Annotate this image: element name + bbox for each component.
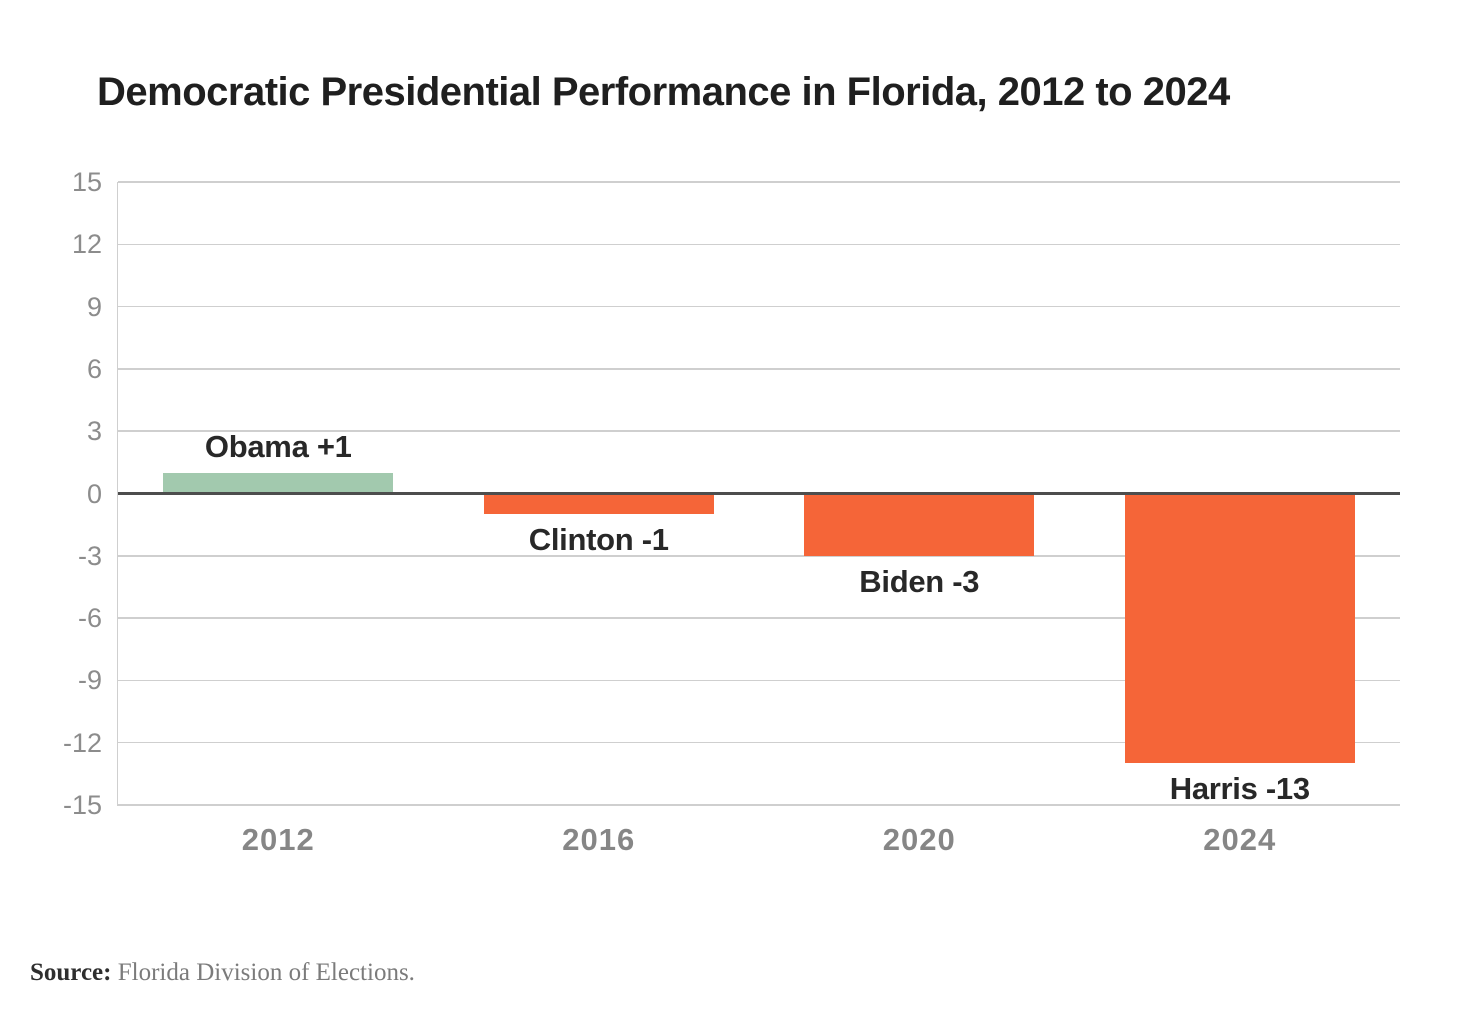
y-tick-label: 3 — [86, 416, 102, 447]
bar-chart: 15 12 9 6 3 0 -3 -6 -9 -12 -15 Obama +1 2012 Clinton … — [63, 167, 1400, 857]
y-tick-label: 15 — [71, 167, 102, 197]
bar-value-label: Obama +1 — [204, 428, 352, 464]
gridline — [118, 430, 1400, 432]
y-tick-label: -15 — [62, 790, 102, 820]
gridline — [118, 181, 1400, 183]
source-text: Florida Division of Elections. — [111, 959, 415, 986]
y-tick-label: -9 — [77, 665, 102, 696]
gridline — [118, 617, 1400, 619]
y-tick-label: 12 — [71, 229, 102, 260]
gridline — [118, 679, 1400, 682]
bar-value-label: Clinton -1 — [528, 522, 669, 558]
bar-value-label: Biden -3 — [859, 563, 980, 599]
y-tick-label: -12 — [62, 727, 102, 758]
bar — [483, 492, 714, 515]
y-tick-label: 9 — [86, 291, 102, 322]
gridline — [118, 741, 1400, 744]
x-tick-label: 2012 — [241, 822, 315, 857]
bar-value-label: Harris -13 — [1169, 771, 1310, 807]
y-tick-label: 0 — [86, 478, 102, 509]
y-axis-line — [116, 182, 118, 806]
y-tick-label: -3 — [77, 540, 102, 571]
x-tick-label: 2020 — [882, 822, 956, 857]
gridline — [118, 804, 1400, 806]
gridline — [118, 243, 1400, 246]
gridline — [118, 305, 1400, 308]
source-label: Source: — [30, 959, 112, 986]
x-tick-label: 2024 — [1203, 822, 1277, 857]
gridline — [118, 555, 1400, 557]
bar — [163, 472, 394, 494]
bar — [804, 492, 1035, 556]
source-note: Source: Florida Division of Elections. — [30, 959, 415, 987]
bar — [1124, 492, 1355, 764]
gridline — [118, 368, 1400, 370]
x-tick-label: 2016 — [562, 822, 636, 857]
y-tick-label: 6 — [86, 353, 102, 384]
chart-title: Democratic Presidential Performance in F… — [97, 70, 1230, 114]
zero-line — [118, 492, 1400, 495]
y-tick-label: -6 — [77, 603, 102, 634]
